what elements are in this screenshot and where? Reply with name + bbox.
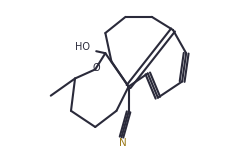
- Text: N: N: [119, 138, 126, 148]
- Text: HO: HO: [75, 42, 90, 52]
- Text: O: O: [93, 63, 100, 73]
